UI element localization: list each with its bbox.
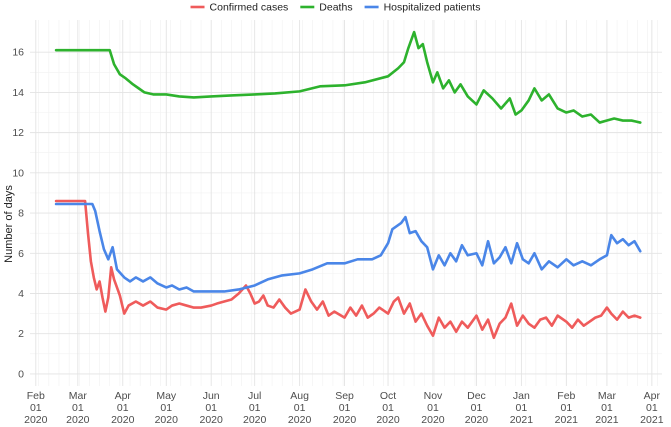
y-tick-label: 12 (12, 127, 24, 139)
series-line-deaths (54, 30, 642, 124)
legend: Confirmed cases Deaths Hospitalized patien… (190, 2, 481, 14)
legend-label-hospitalized-patients: Hospitalized patients (384, 2, 481, 14)
series-line-hospitalized-patients (54, 202, 642, 293)
y-tick-label: 0 (18, 368, 24, 380)
x-tick-label: May 01 2020 (155, 390, 179, 426)
y-tick-label: 6 (18, 248, 24, 260)
x-tick-label: Jul 01 2020 (243, 390, 267, 426)
series-lines (54, 30, 642, 340)
y-tick-label: 10 (12, 167, 24, 179)
x-tick-label: Aug 01 2020 (288, 390, 312, 426)
y-tick-label: 14 (12, 87, 24, 99)
x-tick-label: Nov 01 2020 (421, 390, 445, 426)
x-tick-label: Feb 01 2020 (24, 390, 48, 426)
y-axis-tick-labels: 0 2 4 6 8 10 12 14 16 (12, 47, 24, 381)
series-line-confirmed-cases (54, 199, 642, 340)
y-axis-title: Number of days (3, 185, 15, 263)
x-axis-tick-labels: Feb 01 2020 Mar 01 2020 Apr 01 2020 May 01 2020 Jun 0… (24, 390, 664, 426)
x-tick-label: Dec 01 2020 (465, 390, 489, 426)
y-tick-label: 2 (18, 328, 24, 340)
x-tick-label: Feb 01 2021 (555, 390, 579, 426)
x-tick-label: Mar 01 2021 (595, 390, 619, 426)
x-tick-label: Jun 01 2020 (200, 390, 224, 426)
minor-gridlines (30, 20, 662, 386)
x-tick-label: Jan 01 2021 (510, 390, 534, 426)
major-gridlines (30, 20, 662, 386)
x-tick-label: Sep 01 2020 (333, 390, 357, 426)
legend-label-deaths: Deaths (319, 2, 352, 14)
x-tick-label: Mar 01 2020 (66, 390, 90, 426)
y-tick-label: 16 (12, 47, 24, 59)
legend-label-confirmed-cases: Confirmed cases (210, 2, 289, 14)
x-tick-label: Apr 01 2020 (111, 390, 135, 426)
y-tick-label: 4 (18, 288, 24, 300)
x-tick-label: Oct 01 2020 (376, 390, 400, 426)
y-tick-label: 8 (18, 208, 24, 220)
x-tick-label: Apr 01 2021 (640, 390, 664, 426)
